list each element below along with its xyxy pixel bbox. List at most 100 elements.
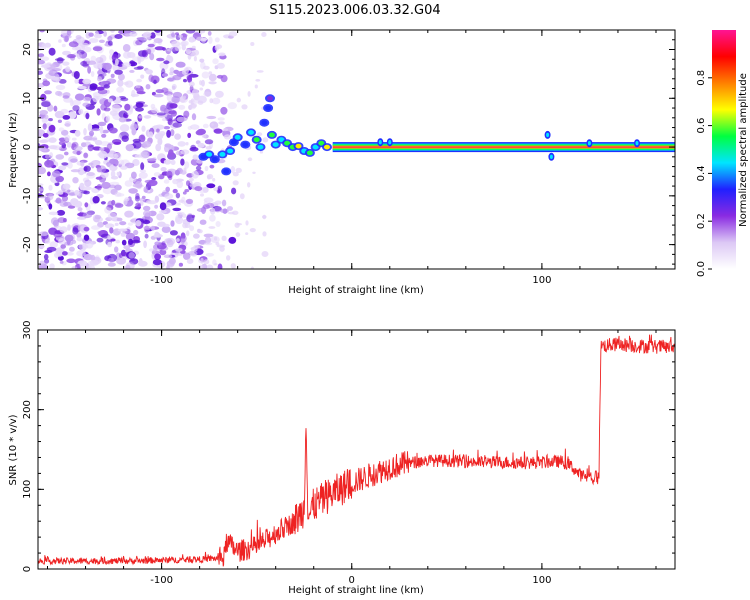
noise-blob — [151, 107, 158, 114]
noise-blob — [204, 139, 214, 145]
noise-blob — [38, 166, 46, 175]
spectrogram-noise-blobs — [38, 30, 269, 269]
noise-blob — [227, 206, 233, 211]
noise-blob — [175, 248, 183, 252]
noise-blob — [105, 115, 111, 123]
noise-blob — [65, 66, 71, 73]
noise-blob — [156, 213, 165, 221]
noise-blob — [143, 219, 151, 225]
noise-blob — [74, 130, 81, 137]
noise-blob — [161, 226, 171, 233]
noise-blob — [180, 158, 185, 166]
noise-blob — [193, 233, 200, 239]
noise-blob — [222, 208, 228, 214]
transition-blob — [242, 142, 249, 148]
noise-blob — [48, 193, 54, 201]
noise-blob — [63, 201, 73, 207]
noise-blob — [165, 186, 170, 192]
noise-blob — [131, 89, 136, 98]
noise-blob — [59, 260, 64, 264]
noise-blob — [115, 239, 121, 244]
noise-blob — [209, 121, 219, 129]
noise-blob — [96, 184, 102, 191]
noise-blob — [221, 235, 227, 241]
noise-blob — [252, 171, 256, 174]
noise-blob — [186, 180, 190, 187]
noise-blob — [128, 238, 134, 245]
noise-blob — [261, 32, 267, 37]
noise-blob — [38, 207, 44, 211]
noise-blob — [67, 162, 73, 169]
noise-blob — [84, 202, 89, 208]
noise-blob — [143, 205, 151, 212]
noise-blob — [154, 133, 164, 140]
noise-blob — [88, 162, 94, 166]
noise-blob — [48, 184, 53, 191]
noise-blob — [208, 226, 216, 229]
noise-blob — [197, 100, 204, 105]
noise-blob — [189, 225, 195, 232]
noise-blob — [232, 180, 239, 186]
noise-blob — [147, 43, 155, 48]
noise-blob — [178, 104, 186, 110]
transition-blob — [227, 148, 234, 154]
noise-blob — [259, 150, 264, 154]
noise-blob — [76, 250, 86, 257]
noise-blob — [55, 247, 65, 254]
noise-blob — [61, 43, 66, 48]
noise-blob — [47, 171, 51, 177]
noise-blob — [221, 199, 227, 207]
noise-blob — [44, 42, 51, 48]
noise-blob — [176, 211, 185, 215]
noise-blob — [48, 227, 58, 235]
noise-blob — [176, 238, 180, 242]
noise-blob — [192, 154, 199, 161]
noise-blob — [149, 52, 155, 61]
noise-blob — [161, 117, 167, 122]
noise-blob — [160, 106, 166, 113]
noise-blob — [128, 252, 135, 259]
noise-blob — [216, 62, 225, 69]
noise-blob — [227, 211, 235, 215]
noise-blob — [178, 199, 185, 203]
noise-blob — [250, 42, 255, 46]
noise-blob — [212, 58, 219, 65]
noise-blob — [166, 93, 173, 102]
transition-blob — [211, 156, 218, 162]
noise-blob — [103, 62, 112, 71]
noise-blob — [145, 69, 153, 75]
noise-blob — [207, 31, 212, 36]
noise-blob — [164, 193, 174, 200]
noise-blob — [84, 179, 92, 187]
snr-x-axis: -100 0 100 — [47, 330, 657, 586]
transition-blob — [278, 137, 285, 143]
noise-blob — [135, 107, 144, 112]
noise-blob — [55, 154, 65, 160]
noise-blob — [66, 30, 72, 37]
noise-blob — [109, 227, 114, 234]
noise-blob — [204, 236, 212, 244]
noise-blob — [139, 151, 150, 159]
noise-blob — [143, 186, 149, 193]
noise-blob — [101, 133, 107, 138]
noise-blob — [186, 230, 190, 237]
y-tick-label: 200 — [22, 400, 33, 419]
noise-blob — [255, 79, 261, 82]
noise-blob — [147, 200, 158, 205]
noise-blob — [169, 67, 175, 73]
noise-blob — [85, 112, 90, 120]
noise-blob — [160, 167, 167, 172]
noise-blob — [79, 42, 89, 48]
spectrogram-transition — [198, 94, 332, 176]
noise-blob — [182, 95, 187, 100]
noise-blob — [211, 97, 221, 105]
noise-blob — [39, 260, 45, 266]
noise-blob — [188, 177, 194, 182]
noise-blob — [172, 122, 182, 128]
transition-blob — [267, 95, 273, 101]
noise-blob — [214, 37, 220, 43]
noise-blob — [214, 45, 219, 51]
transition-blob — [223, 169, 230, 174]
noise-blob — [204, 242, 213, 246]
